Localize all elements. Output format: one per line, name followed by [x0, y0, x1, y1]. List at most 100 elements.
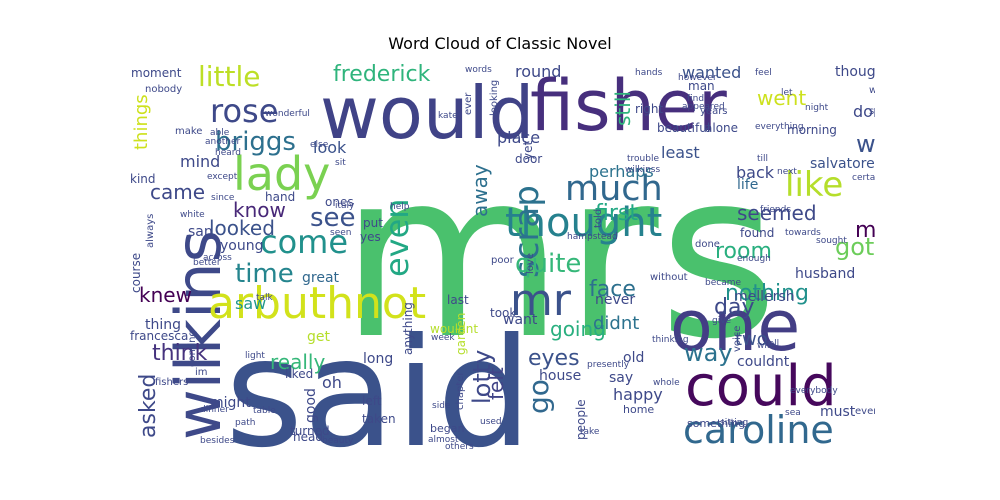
word-left: left — [362, 394, 382, 408]
word-would: would — [320, 71, 534, 155]
word-side: side — [432, 401, 451, 411]
word-back: back — [736, 163, 775, 182]
word-love: love — [525, 253, 536, 274]
word-way: way — [684, 339, 733, 367]
word-go: go — [522, 379, 555, 414]
word-tell: tell — [765, 339, 779, 349]
chart-title: Word Cloud of Classic Novel — [388, 34, 612, 53]
word-little: little — [198, 60, 261, 93]
word-since: since — [211, 193, 235, 203]
word-made: made — [855, 218, 875, 243]
word-hand: hand — [265, 190, 295, 204]
word-moment: moment — [131, 66, 182, 80]
word-much: much — [565, 169, 663, 209]
word-francesca: francesca — [130, 329, 188, 343]
word-say: say — [609, 370, 633, 386]
word-might: might — [210, 395, 251, 411]
word-oh: oh — [322, 373, 342, 392]
word-everything: everything — [755, 122, 804, 132]
word-sea: sea — [785, 408, 801, 418]
word-told: told — [593, 209, 604, 228]
word-course: course — [129, 253, 143, 293]
word-else: else — [310, 140, 329, 150]
word-next: next — [777, 167, 797, 177]
word-alone: alone — [705, 121, 738, 135]
word-took: took — [490, 306, 516, 320]
word-people: people — [574, 399, 588, 440]
word-fisher: fisher — [530, 65, 727, 147]
word-presently: presently — [587, 360, 630, 370]
word-night: night — [805, 103, 829, 113]
word-see: see — [310, 203, 356, 233]
word-saw: saw — [235, 294, 266, 313]
word-fishers: fishers — [155, 377, 188, 388]
word-mind: mind — [180, 152, 220, 171]
word-looking: looking — [489, 80, 500, 116]
word-least: least — [661, 143, 700, 162]
word-door: door — [515, 152, 542, 166]
word-like: like — [785, 165, 843, 205]
word-better: better — [193, 258, 221, 268]
word-anything: anything — [401, 302, 415, 355]
word-man: man — [688, 79, 715, 93]
word-path: path — [235, 418, 255, 428]
word-life: life — [737, 177, 758, 193]
word-first: first — [595, 201, 638, 226]
word-couldnt: couldnt — [737, 354, 790, 370]
word-taken: taken — [362, 412, 396, 426]
word-however: however — [678, 73, 717, 83]
word-hampstead: hampstead — [567, 232, 618, 242]
word-everybody: everybody — [790, 386, 838, 396]
word-house: house — [539, 368, 581, 384]
word-sitting: sitting — [720, 418, 748, 428]
word-still: still — [611, 91, 635, 126]
word-feel: feel — [755, 68, 772, 78]
word-beautiful: beautiful — [657, 121, 710, 135]
word-room: room — [715, 239, 772, 264]
word-find: find — [687, 94, 704, 104]
word-come: come — [260, 223, 348, 261]
word-enough: enough — [737, 254, 771, 264]
word-think: think — [152, 341, 208, 366]
word-without: without — [650, 272, 688, 283]
word-happy: happy — [613, 385, 663, 404]
word-white: white — [180, 210, 205, 220]
word-beauty: beauty — [322, 436, 354, 446]
word-heard: heard — [215, 148, 241, 158]
word-help: help — [390, 202, 410, 212]
word-found: found — [740, 226, 774, 240]
word-though: though — [835, 64, 875, 80]
word-day: day — [714, 295, 754, 320]
word-mrs: mrs — [340, 123, 778, 390]
word-another: another — [205, 137, 240, 147]
word-morning: morning — [787, 123, 837, 137]
word-scrap: scrap — [507, 185, 547, 278]
word-thing: thing — [145, 317, 181, 333]
word-wilkinss: wilkinss — [625, 165, 660, 175]
word-know: know — [233, 198, 286, 222]
word-voice: voice — [732, 326, 743, 352]
word-put: put — [363, 216, 383, 230]
word-get: get — [307, 329, 331, 345]
word-round: round — [515, 62, 561, 81]
word-garden: garden — [454, 313, 468, 355]
word-used: used — [480, 417, 502, 427]
word-able: able — [210, 128, 230, 138]
word-certainly: certainly — [852, 173, 875, 183]
word-trouble: trouble — [627, 154, 659, 164]
word-became: became — [705, 278, 741, 288]
word-quite: quite — [515, 249, 581, 279]
word-could: could — [685, 354, 837, 419]
word-week: week — [431, 333, 455, 343]
word-well: well — [856, 130, 875, 158]
word-place: place — [497, 128, 540, 147]
word-kind: kind — [130, 172, 156, 186]
word-look: look — [313, 138, 347, 157]
word-away: away — [468, 164, 492, 217]
word-almost: almost — [428, 435, 459, 445]
word-right: right — [635, 102, 663, 116]
word-dinner: dinner — [200, 405, 229, 415]
word-last: last — [447, 293, 469, 307]
